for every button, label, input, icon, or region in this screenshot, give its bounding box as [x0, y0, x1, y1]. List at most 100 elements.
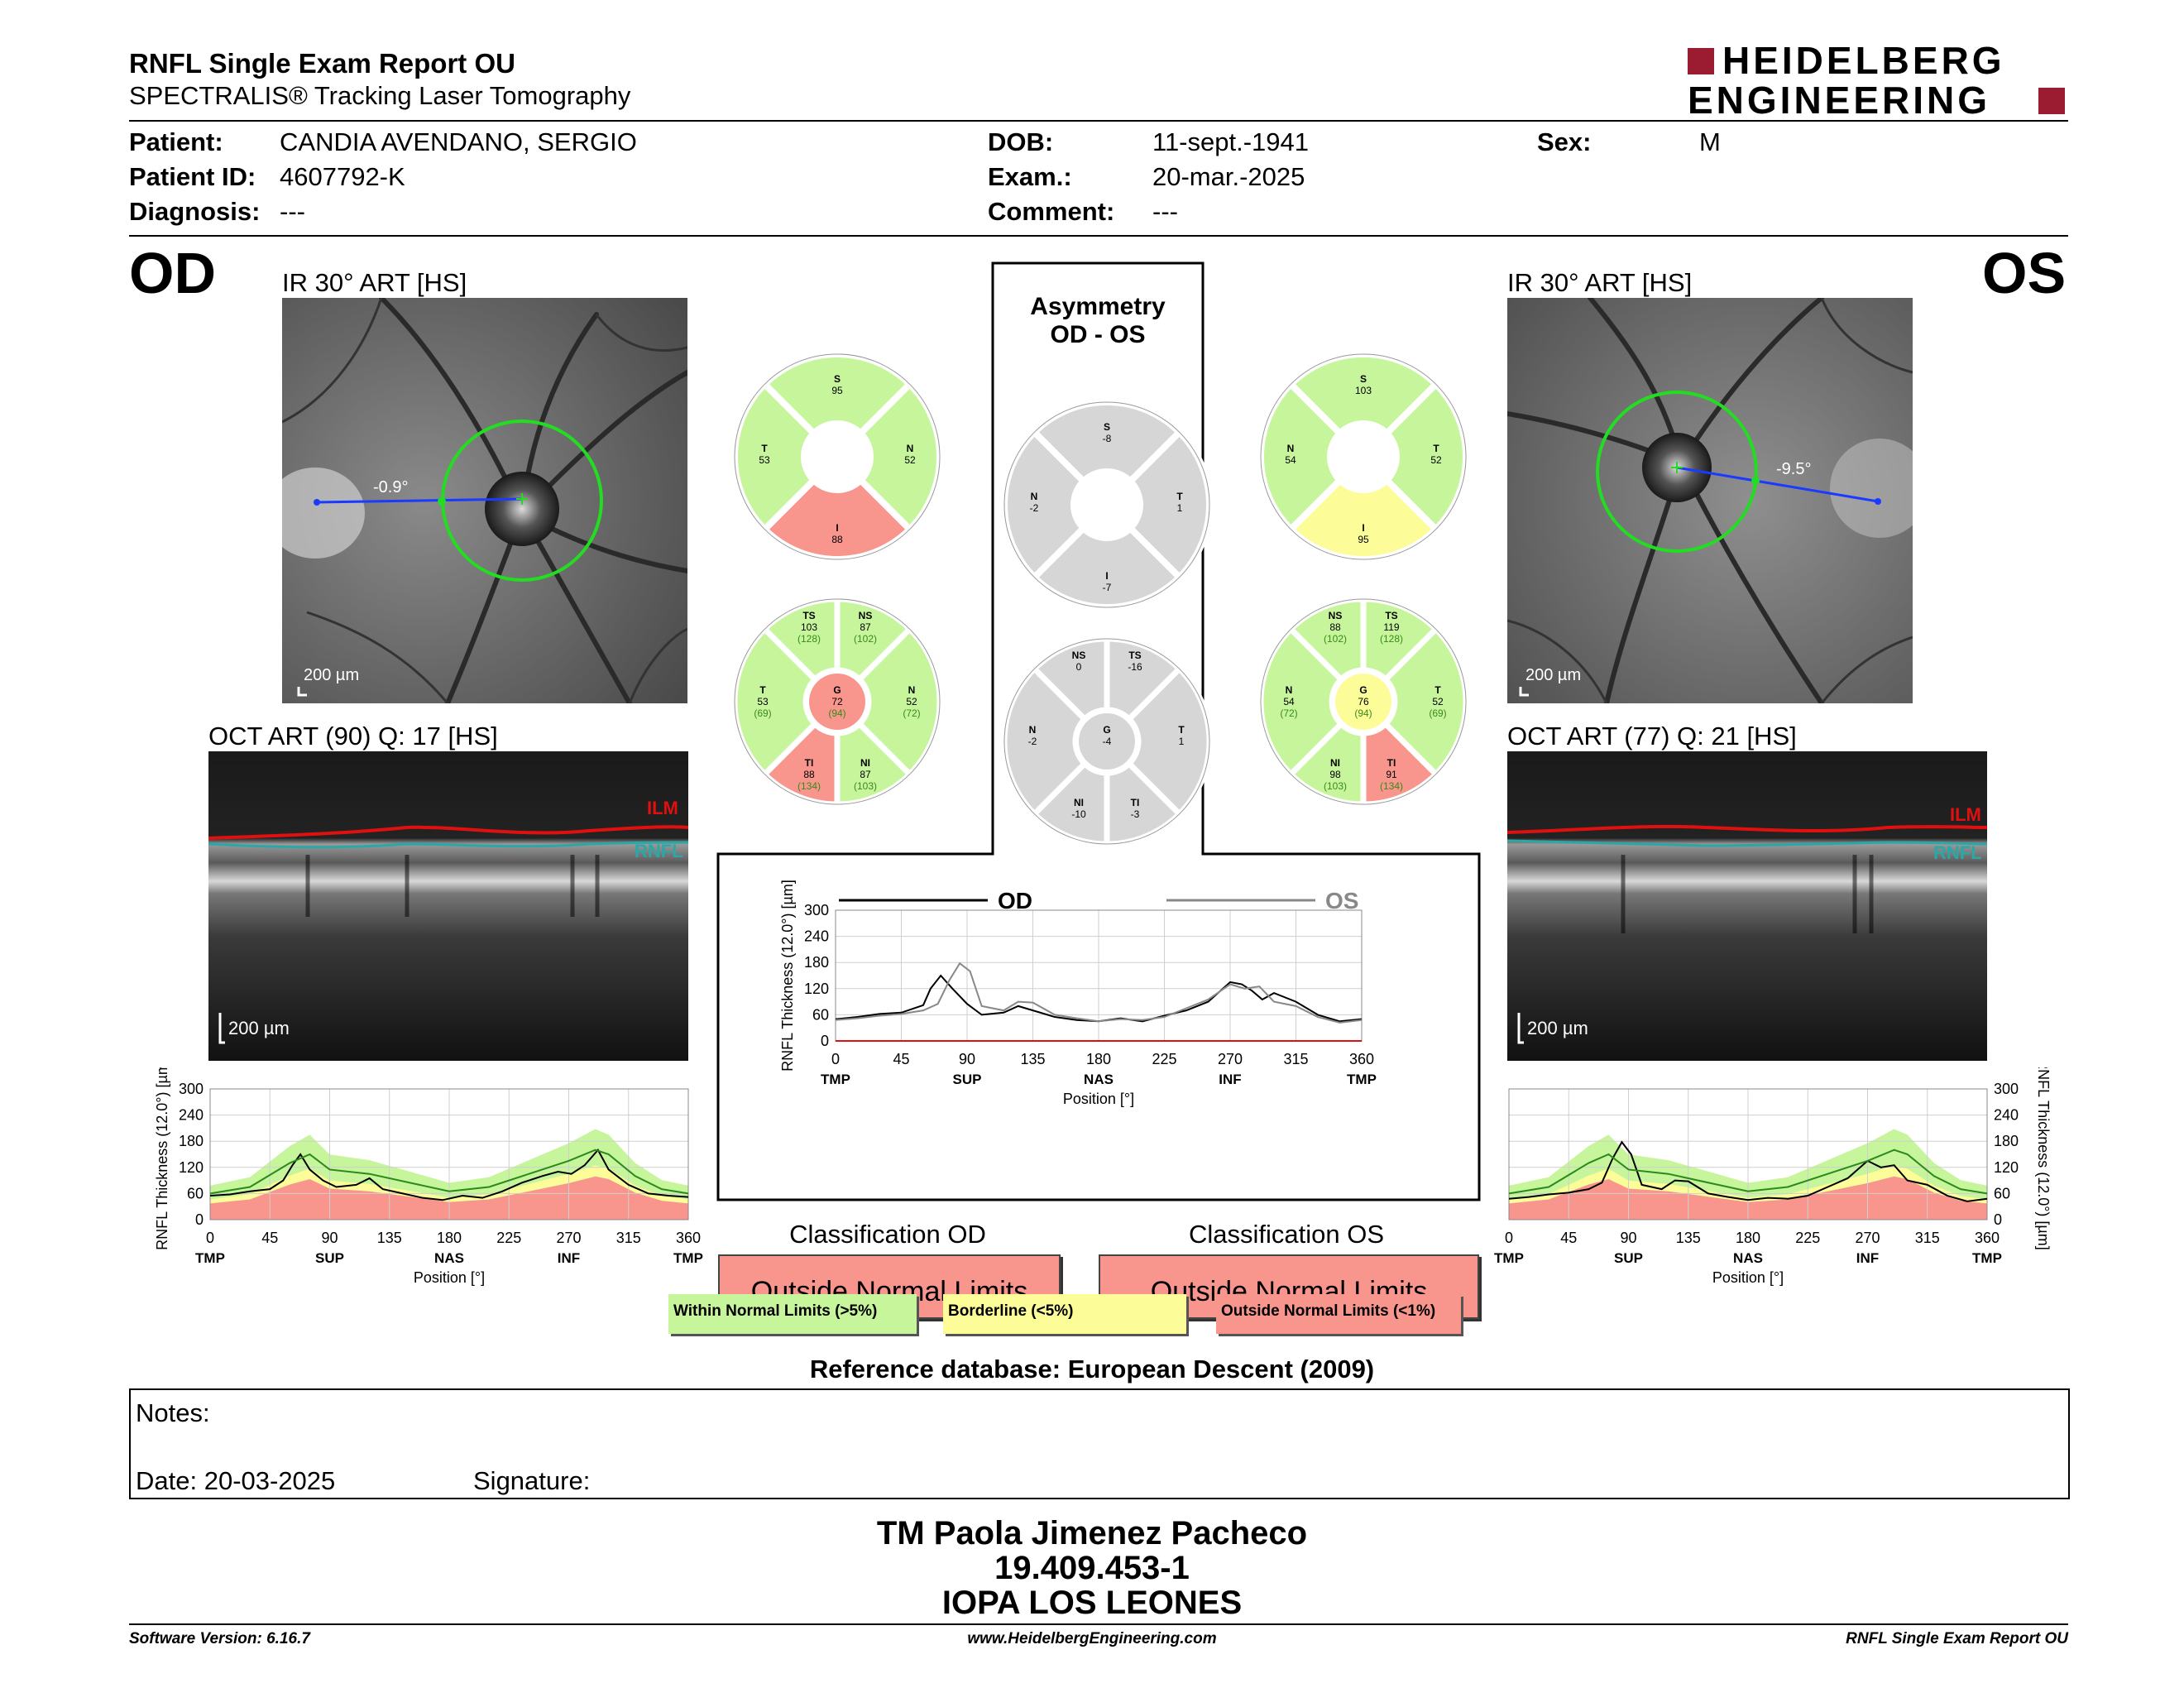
signoff-clinic: IOPA LOS LEONES — [941, 1585, 1243, 1621]
od-sector-circle-label-n: N 52 (72) — [903, 684, 920, 719]
os-angle-label: -9.5° — [1776, 460, 1812, 478]
od-chart-ytick: 240 — [179, 1107, 204, 1124]
cmp-chart-sector-label: NAS — [1084, 1072, 1114, 1087]
od-chart-xtick: 135 — [377, 1230, 402, 1246]
od-quadrant-circle-label-s: S 95 — [831, 373, 843, 396]
os-sector-circle-label-ns: NS 88 (102) — [1324, 610, 1347, 645]
od-chart-ytick: 60 — [187, 1185, 204, 1201]
cmp-chart-xtick: 45 — [893, 1051, 909, 1067]
cmp-chart-sector-label: TMP — [1347, 1072, 1377, 1087]
os-chart-xlabel: Position [°] — [1712, 1269, 1784, 1286]
patient-name: CANDIA AVENDANO, SERGIO — [280, 127, 637, 156]
os-chart-xtick: 0 — [1505, 1230, 1513, 1246]
od-sector-circle-label-ti: TI 88 (134) — [797, 757, 821, 792]
od-ilm-label: ILM — [647, 798, 678, 818]
od-chart-xtick: 90 — [321, 1230, 338, 1246]
os-sector-circle: NS 88 (102) TS 119 (128) T 52 (69) TI 91 (134) NI 98(… — [1257, 596, 1469, 808]
asymmetry-sector-circle: NS 0 TS -16 T 1 TI -3 NI -10 N -2 G -4 — [1001, 635, 1213, 847]
os-chart-ytick: 60 — [1994, 1185, 2010, 1201]
od-os-comparison-chart: 300 240 180 120 60 00 45 90 135 180 225 270 315 360 TM… — [779, 880, 1377, 1107]
cmp-chart-series-os — [835, 961, 1363, 1024]
cmp-chart-series-od — [835, 974, 1363, 1023]
os-quadrant-circle-label-t: T 52 — [1430, 443, 1442, 466]
od-label: OD — [129, 241, 216, 305]
signature-label: Signature: — [473, 1466, 591, 1495]
cmp-chart-xtick: 270 — [1218, 1051, 1243, 1067]
asymmetry-quadrant-circle-label-n: N -2 — [1030, 491, 1039, 514]
asymmetry-quadrant-circle: S -8 T 1 I -7 N -2 — [1001, 399, 1213, 611]
os-chart-series-patient — [1508, 1140, 1988, 1202]
footer-divider — [129, 1623, 2068, 1625]
os-chart-series-normal — [1508, 1149, 1988, 1195]
os-sector-circle-label-n: N 54 (72) — [1280, 684, 1297, 719]
asymmetry-sector-circle-label-ns: NS 0 — [1072, 650, 1086, 673]
os-chart-xtick: 90 — [1620, 1230, 1636, 1246]
od-chart-xtick: 360 — [676, 1230, 701, 1246]
os-sector-circle-label-t: T 52 (69) — [1429, 684, 1446, 719]
asymmetry-sector-circle-label-ni: NI -10 — [1071, 797, 1086, 820]
od-chart-xtick: 225 — [496, 1230, 521, 1246]
od-quadrant-circle: S 95 N 52 I 88 T 53 — [731, 351, 943, 563]
sex-label: Sex: — [1537, 127, 1592, 156]
os-chart-ytick: 180 — [1994, 1133, 2019, 1149]
website-link: www.HeidelbergEngineering.com — [967, 1630, 1217, 1647]
signoff-block: TM Paola Jimenez Pacheco 19.409.453-1 IO… — [0, 1516, 2184, 1620]
os-sector-circle-label-ti: TI 91 (134) — [1380, 757, 1403, 792]
od-sector-circle-label-g: G 72 (94) — [828, 684, 845, 719]
os-rnfl-label: RNFL — [1933, 842, 1982, 863]
reference-database: Reference database: European Descent (20… — [809, 1355, 1375, 1383]
os-chart-xtick: 360 — [1975, 1230, 2000, 1246]
os-chart-xtick: 315 — [1915, 1230, 1940, 1246]
os-quadrant-circle-label-n: N 54 — [1285, 443, 1296, 466]
cmp-chart-ytick: 180 — [804, 954, 829, 971]
os-oct-bscan: ILM RNFL 200 µm — [1507, 751, 1987, 1061]
footer-report-name: RNFL Single Exam Report OU — [1846, 1630, 2068, 1647]
patient-id: 4607792-K — [280, 162, 405, 191]
od-chart-ytick: 300 — [179, 1081, 204, 1097]
od-sector-circle-sector-g — [809, 674, 865, 730]
od-chart-xtick: 0 — [206, 1230, 214, 1246]
exam-label: Exam.: — [988, 162, 1072, 191]
signoff-name: TM Paola Jimenez Pacheco — [876, 1515, 1308, 1551]
od-chart-ytick: 120 — [179, 1159, 204, 1176]
cmp-chart-xtick: 135 — [1020, 1051, 1045, 1067]
heidelberg-logo: HEIDELBERG ENGINEERING — [1688, 41, 2068, 119]
legend-od: OD — [998, 888, 1032, 914]
os-chart-xtick: 270 — [1855, 1230, 1880, 1246]
cmp-chart-sector-label: TMP — [821, 1072, 850, 1087]
od-oct-scale: 200 µm — [228, 1018, 290, 1038]
software-version: Software Version: 6.16.7 — [129, 1630, 310, 1647]
cmp-chart-xtick: 90 — [959, 1051, 975, 1067]
od-chart-sector-label: TMP — [673, 1250, 703, 1266]
notes-label: Notes: — [136, 1398, 210, 1427]
od-chart-ytick: 180 — [179, 1133, 204, 1149]
asymmetry-sector-circle-label-g: G -4 — [1103, 724, 1112, 747]
os-chart-ytick: 300 — [1994, 1081, 2019, 1097]
od-chart-ytick: 0 — [195, 1211, 204, 1228]
od-sector-circle-label-ni: NI 87 (103) — [854, 757, 877, 792]
os-sector-circle-label-ts: TS 119 (128) — [1380, 610, 1403, 645]
comment-value: --- — [1152, 197, 1178, 226]
od-angle-label: -0.9° — [373, 478, 409, 496]
legend-within-normal: Within Normal Limits (>5%) — [668, 1294, 917, 1334]
cmp-chart-ytick: 120 — [804, 981, 829, 997]
os-chart-sector-label: INF — [1856, 1250, 1879, 1266]
diagnosis-label: Diagnosis: — [129, 197, 261, 226]
os-chart-ytick: 120 — [1994, 1159, 2019, 1176]
od-scale-label: 200 µm — [304, 666, 360, 684]
od-chart-sector-label: SUP — [315, 1250, 344, 1266]
cmp-chart-ytick: 300 — [804, 902, 829, 918]
signoff-id: 19.409.453-1 — [994, 1550, 1190, 1586]
asymmetry-quadrant-circle-label-s: S -8 — [1103, 421, 1112, 444]
exam-value: 20-mar.-2025 — [1152, 162, 1305, 191]
os-chart-sector-label: TMP — [1972, 1250, 2002, 1266]
od-chart-series-patient — [209, 1148, 689, 1201]
patient-divider — [129, 235, 2068, 237]
diagnosis-value: --- — [280, 197, 305, 226]
dob-label: DOB: — [988, 127, 1054, 156]
os-ir-caption: IR 30° ART [HS] — [1507, 268, 1693, 297]
notes-date: Date: 20-03-2025 — [136, 1466, 336, 1495]
os-chart-xtick: 45 — [1560, 1230, 1577, 1246]
cmp-chart-sector-label: SUP — [953, 1072, 982, 1087]
